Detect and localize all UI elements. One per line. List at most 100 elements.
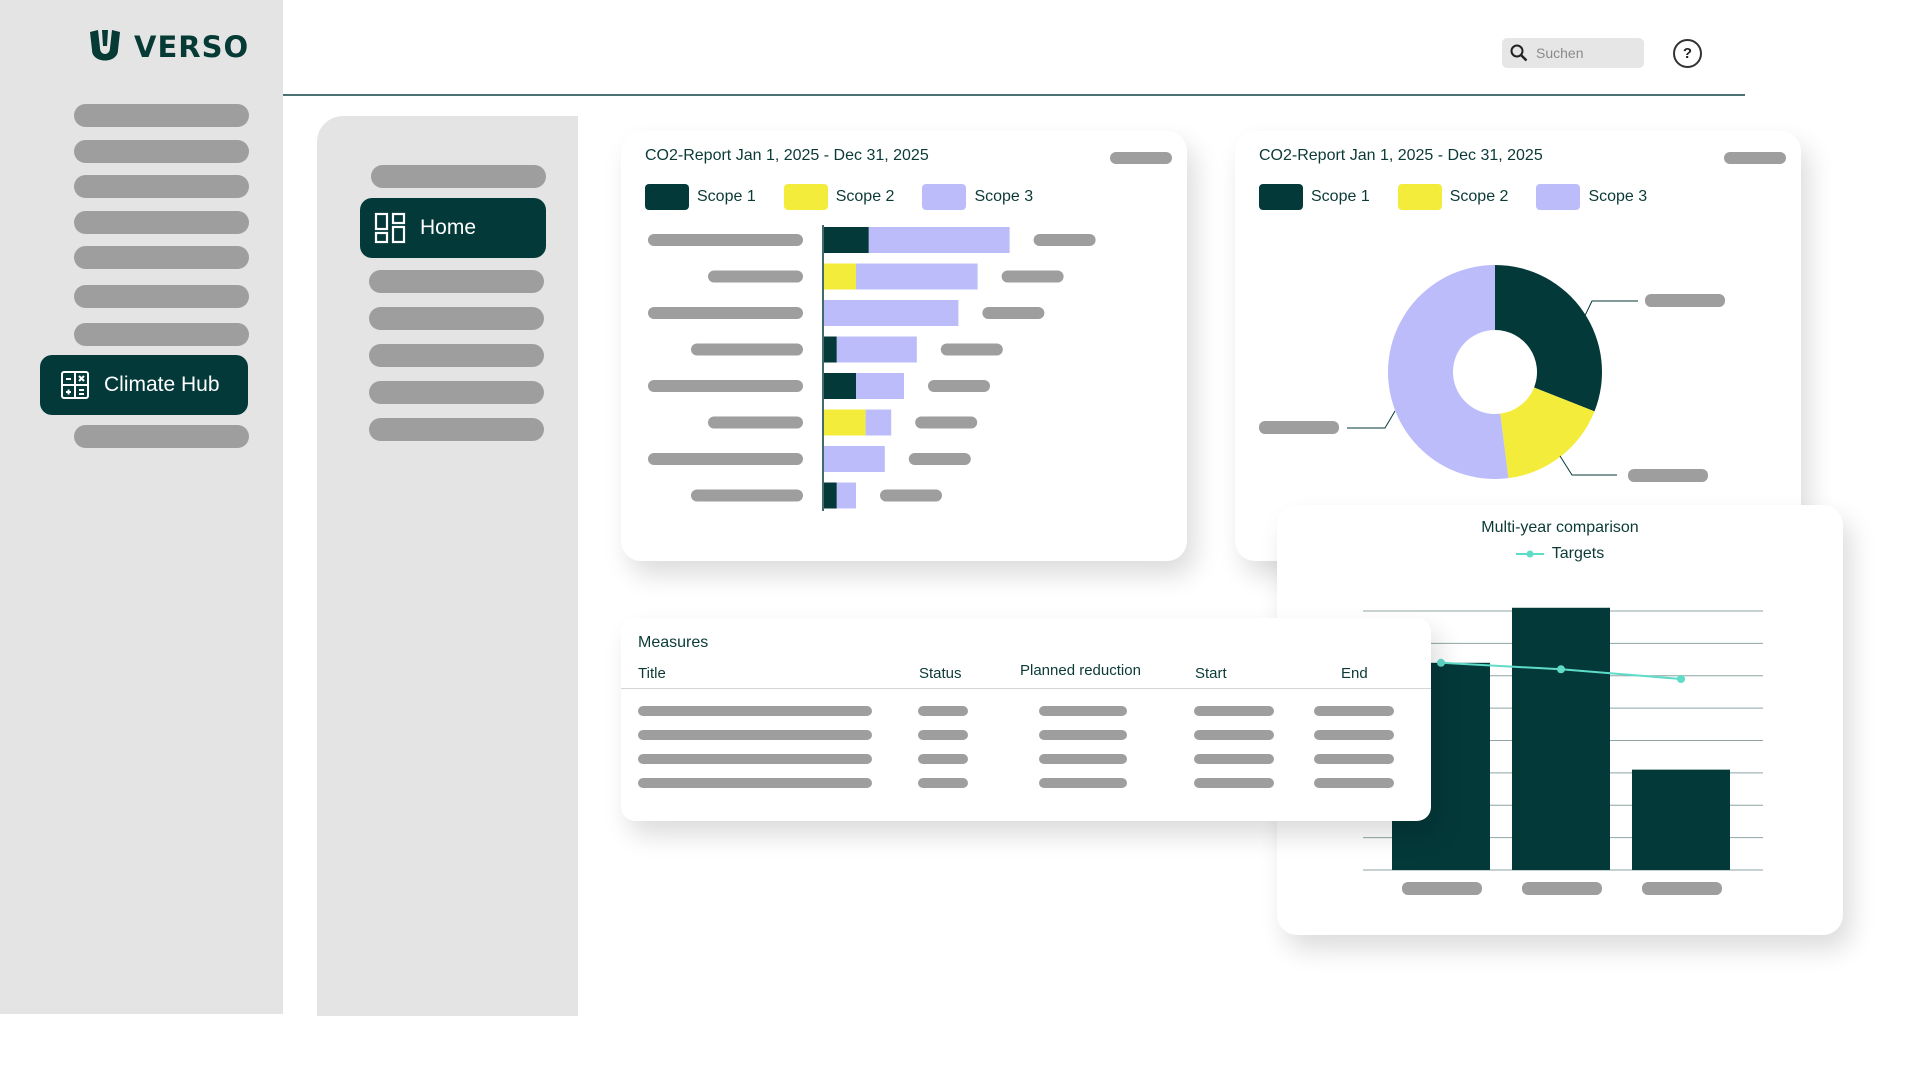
cell-placeholder [1039,778,1127,788]
bar-scope-3 [856,373,904,399]
target-point [1557,665,1565,674]
verso-logo-icon [90,30,120,61]
bar-scope-1 [824,227,869,253]
bar-scope-3 [836,336,917,363]
bar-scope-3 [865,409,892,436]
brand-logo[interactable]: VERSO [88,28,249,66]
card-menu-placeholder[interactable] [1110,152,1172,164]
nav-item-placeholder[interactable] [74,285,249,308]
legend-label: Scope 2 [1449,188,1509,205]
column-header-status[interactable]: Status [919,665,962,682]
nav-item-placeholder[interactable] [74,175,249,198]
value-label-placeholder [928,380,990,392]
bar-year [1512,607,1610,870]
nav-item-label: Climate Hub [104,373,220,396]
multi-year-legend: Targets [1277,545,1843,563]
bar-report-card: CO2-Report Jan 1, 2025 - Dec 31, 2025 Sc… [621,131,1187,561]
bar-report-chart [648,225,1096,511]
sub-nav-item-home[interactable]: Home [360,198,546,258]
bar-scope-3 [836,482,856,509]
slice-label-placeholder [1628,469,1708,482]
sub-nav-item-placeholder[interactable] [369,270,544,293]
nav-item-placeholder[interactable] [74,246,249,269]
sub-nav-item-placeholder[interactable] [369,381,544,404]
value-label-placeholder [908,453,971,465]
cell-placeholder [918,778,968,788]
bar-scope-3 [856,263,978,290]
bar-scope-2 [824,409,866,436]
category-label-placeholder [648,380,803,392]
cell-placeholder [1194,706,1274,716]
help-icon: ? [1682,45,1693,62]
legend-label: Scope 1 [1311,188,1370,205]
target-line-icon [1515,550,1544,558]
cell-placeholder [1039,706,1127,716]
cell-placeholder [918,754,968,764]
table-header-divider [621,688,1431,689]
help-button[interactable]: ? [1673,39,1702,68]
bar-scope-2 [824,263,856,290]
nav-item-placeholder[interactable] [74,211,249,234]
pie-report-legend: Scope 1 Scope 2 Scope 3 [1259,184,1675,210]
table-row[interactable] [621,706,1431,720]
leader-line [1559,455,1617,476]
category-label-placeholder [708,270,803,283]
table-row[interactable] [621,778,1431,792]
cell-placeholder [1194,754,1274,764]
slice-label-placeholder [1645,294,1725,307]
table-row[interactable] [621,730,1431,744]
multi-year-title: Multi-year comparison [1481,519,1639,536]
cell-placeholder [638,754,872,764]
brand-name: VERSO [134,30,250,64]
category-label-placeholder [691,489,803,502]
column-header-end[interactable]: End [1341,665,1368,682]
sub-nav-item-placeholder[interactable] [369,307,544,330]
cell-placeholder [1194,730,1274,740]
column-header-start[interactable]: Start [1195,665,1227,682]
value-label-placeholder [880,489,942,502]
nav-item-placeholder[interactable] [74,140,249,163]
nav-item-placeholder[interactable] [74,104,249,127]
sub-nav-item-label: Home [420,216,477,239]
header-divider [283,94,1745,96]
left-rail: VERSO [0,0,283,1014]
bar-year [1632,769,1730,870]
cell-placeholder [1314,730,1394,740]
card-menu-placeholder[interactable] [1724,152,1786,164]
search-bar[interactable] [1502,38,1644,68]
bar-scope-3 [824,300,959,326]
legend-swatch-scope2 [1397,184,1442,210]
search-icon [1510,44,1528,62]
pie-report-chart [1259,265,1725,482]
cell-placeholder [1194,778,1274,788]
sub-nav-item-placeholder[interactable] [371,165,546,188]
category-label-placeholder [648,234,803,246]
column-header-title[interactable]: Title [638,665,666,682]
value-label-placeholder [1033,234,1096,246]
sub-nav-item-placeholder[interactable] [369,418,544,441]
legend-label: Scope 3 [1588,188,1648,205]
legend-label: Targets [1551,545,1605,562]
cell-placeholder [638,706,872,716]
slice-scope-1 [1495,265,1602,412]
value-label-placeholder [982,307,1045,319]
category-label-placeholder [708,416,803,429]
pie-report-card: CO2-Report Jan 1, 2025 - Dec 31, 2025 Sc… [1235,131,1801,561]
bar-report-title: CO2-Report Jan 1, 2025 - Dec 31, 2025 [645,147,929,164]
cell-placeholder [1314,754,1394,764]
legend-label: Scope 1 [697,188,756,205]
cell-placeholder [1314,778,1394,788]
cell-placeholder [1314,706,1394,716]
bar-scope-3 [824,446,885,472]
value-label-placeholder [915,416,978,429]
sub-nav-item-placeholder[interactable] [369,344,544,367]
bar-scope-1 [824,373,856,399]
search-input[interactable] [1536,45,1636,61]
legend-swatch-scope2 [783,184,828,210]
table-row[interactable] [621,754,1431,768]
nav-item-placeholder[interactable] [74,323,249,346]
nav-item-placeholder[interactable] [74,425,249,448]
nav-item-climate-hub[interactable]: Climate Hub [40,355,248,415]
column-header-planned-reduction[interactable]: Planned reduction [1020,662,1141,679]
bar-report-legend: Scope 1 Scope 2 Scope 3 [645,184,1061,210]
